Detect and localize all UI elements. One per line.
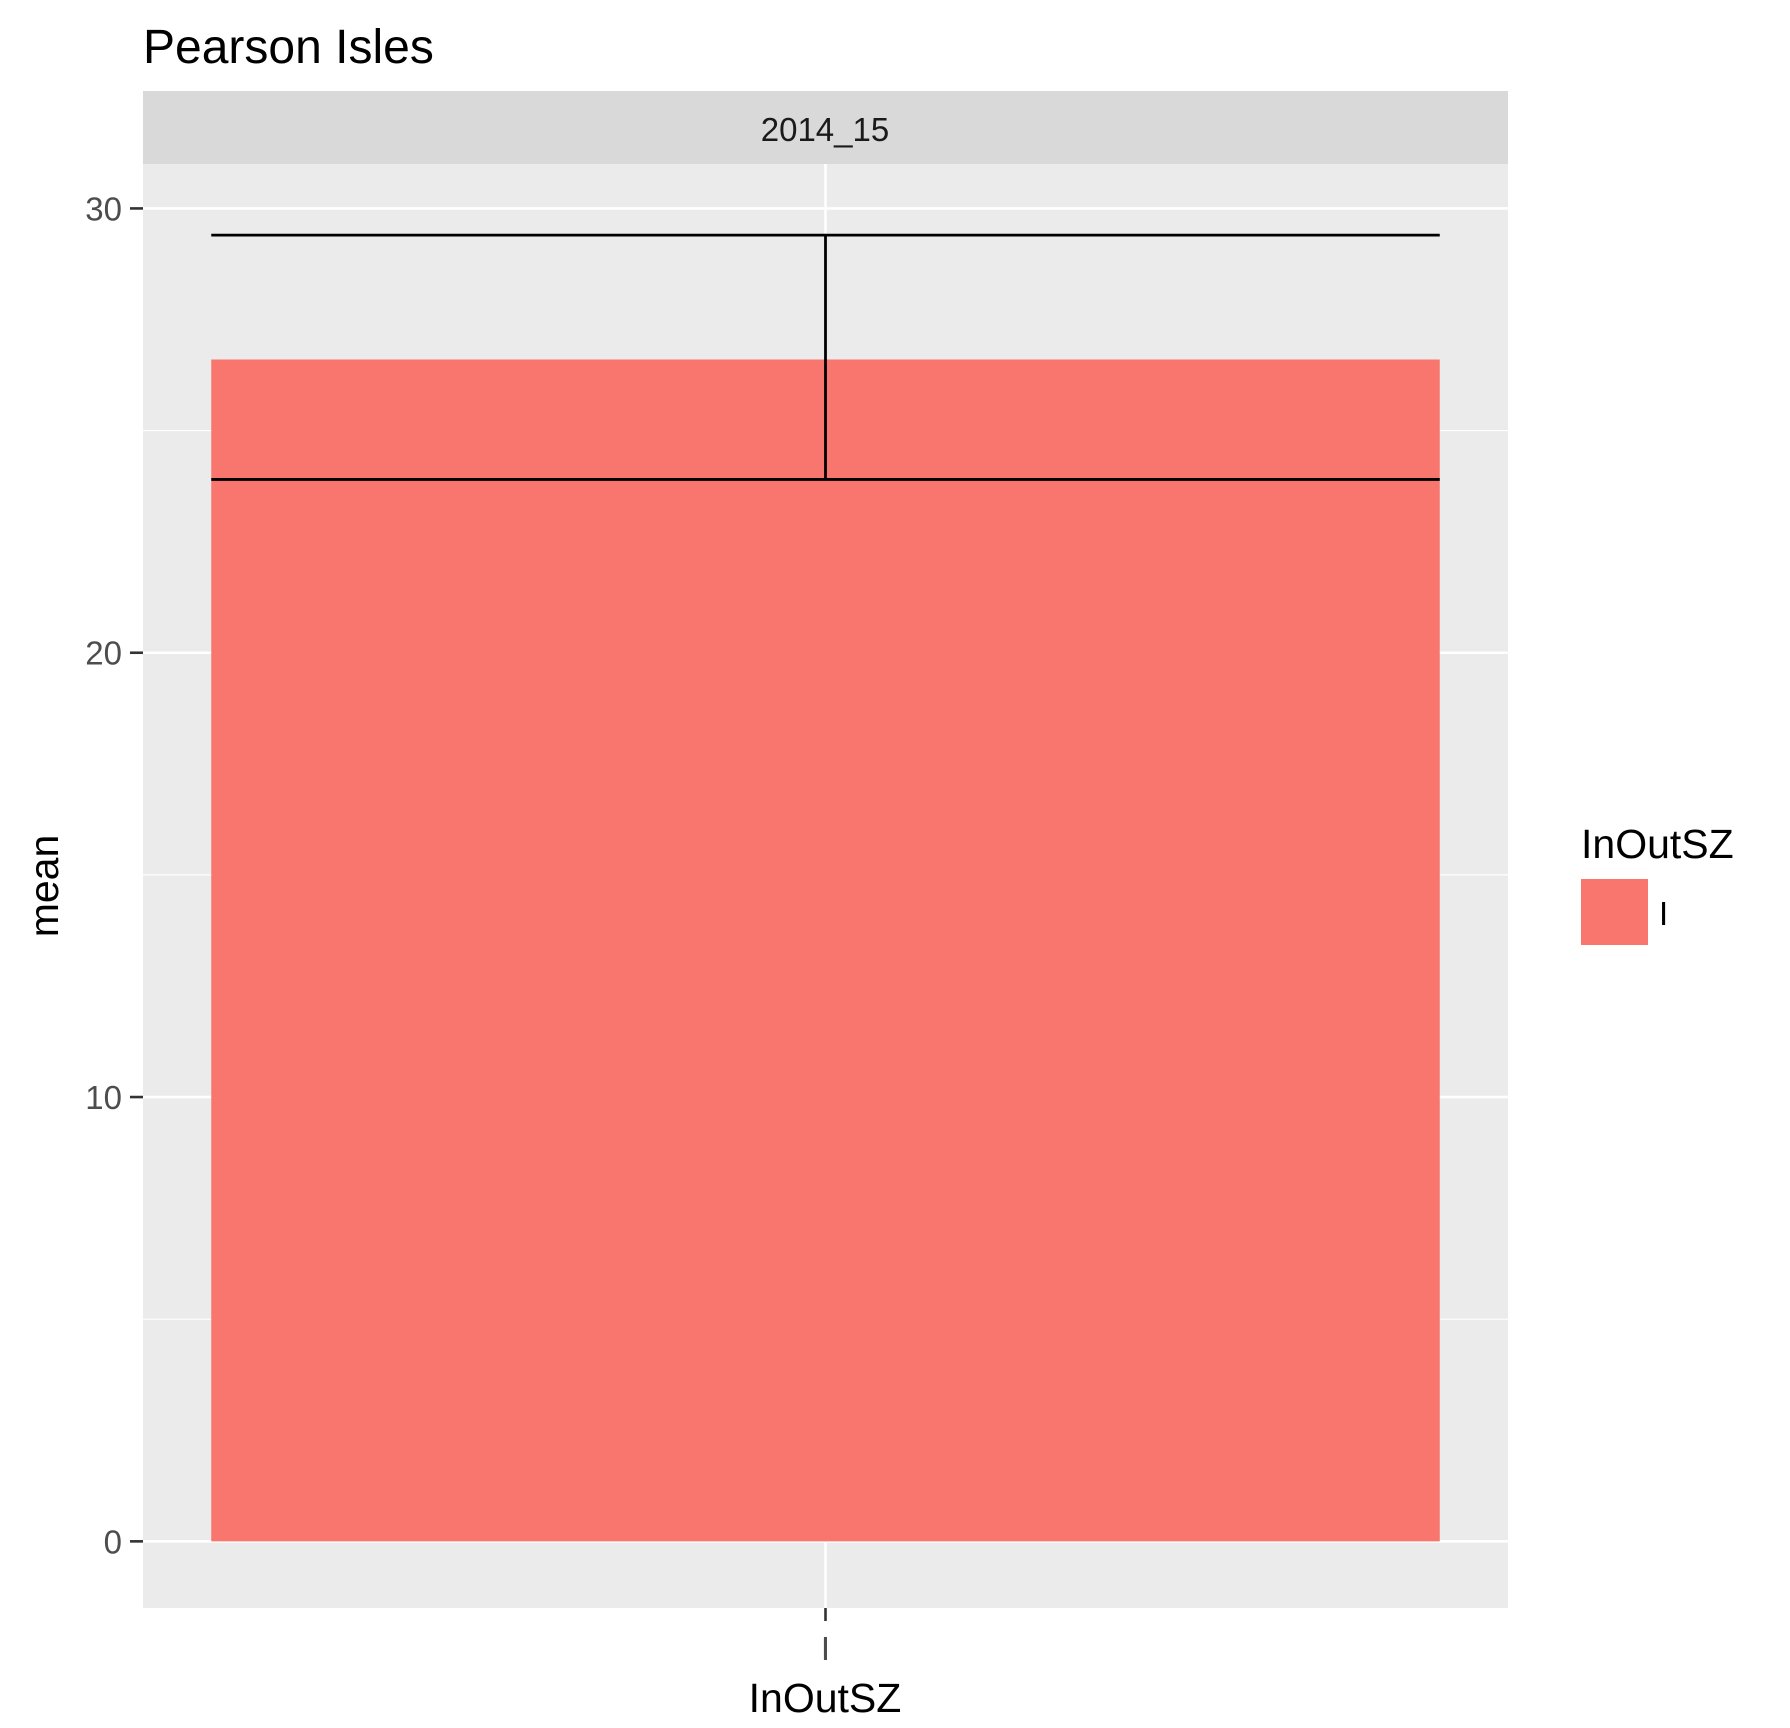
legend: InOutSZ I <box>1581 821 1734 945</box>
y-axis-title: mean <box>21 835 67 938</box>
x-tick-label: I <box>821 1630 830 1667</box>
y-tick-label: 0 <box>104 1523 122 1560</box>
y-tick-label: 30 <box>85 190 122 227</box>
bar-I <box>211 359 1440 1542</box>
y-axis: 0 10 20 30 <box>85 190 143 1560</box>
chart-title: Pearson Isles <box>143 21 434 74</box>
error-bars <box>211 233 1440 481</box>
legend-label-I: I <box>1659 895 1668 932</box>
bars <box>211 359 1440 1542</box>
legend-key-I <box>1581 879 1648 945</box>
y-tick-label: 20 <box>85 635 122 672</box>
legend-title: InOutSZ <box>1581 821 1734 867</box>
x-axis: I <box>821 1608 830 1667</box>
facet-label: 2014_15 <box>761 111 889 148</box>
y-tick-label: 10 <box>85 1079 122 1116</box>
x-axis-title: InOutSZ <box>749 1675 902 1721</box>
facet-strip <box>143 91 1508 164</box>
